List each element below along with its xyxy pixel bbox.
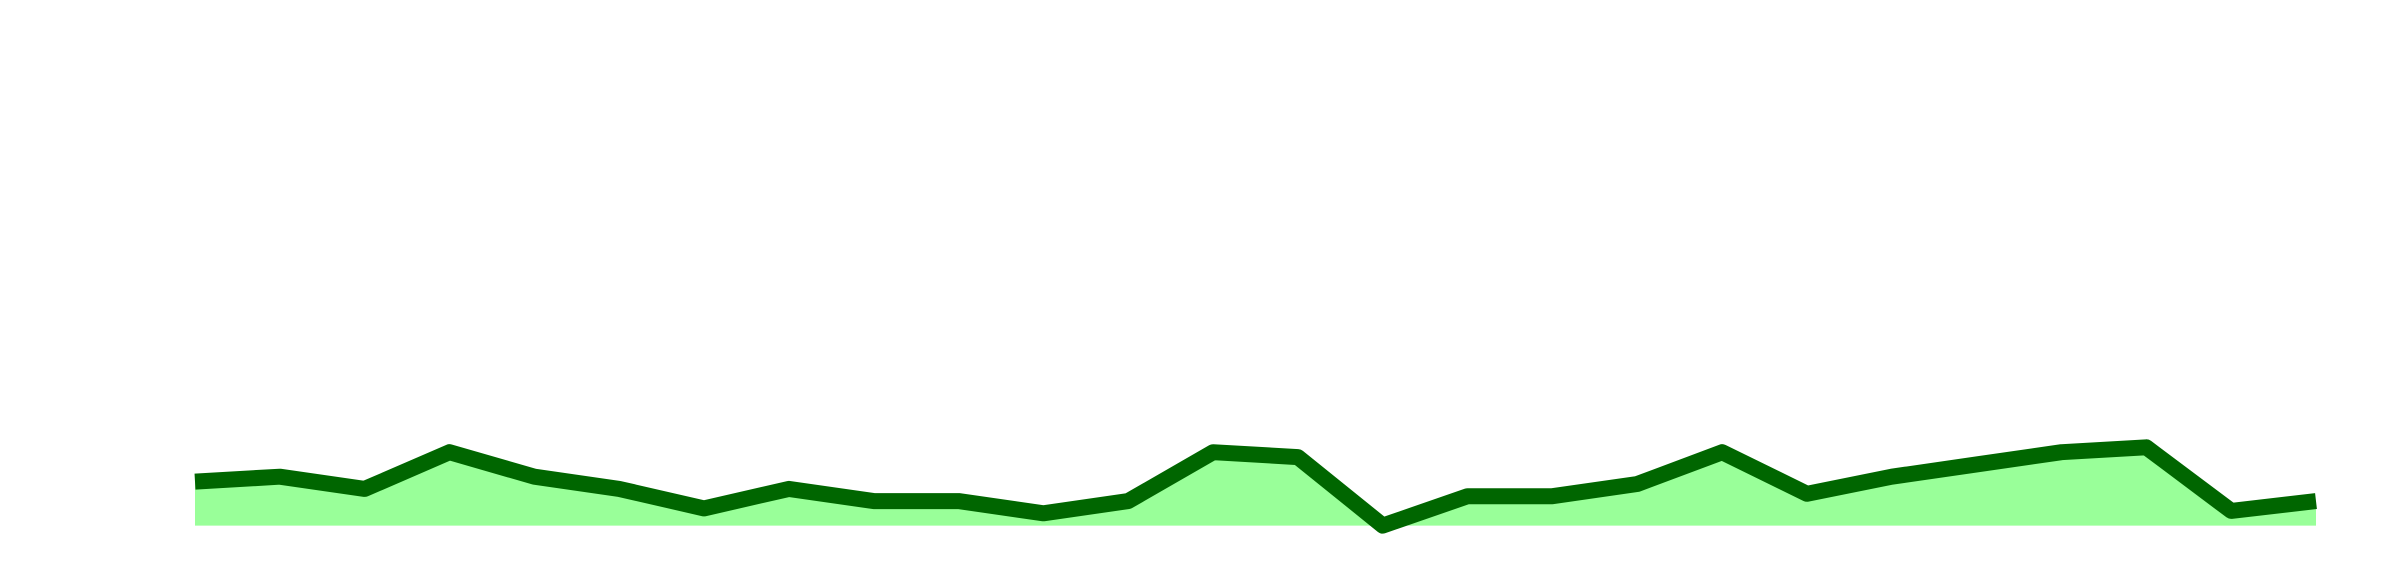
series-line-layer [194,439,2317,534]
series-line-0 [194,439,2317,534]
